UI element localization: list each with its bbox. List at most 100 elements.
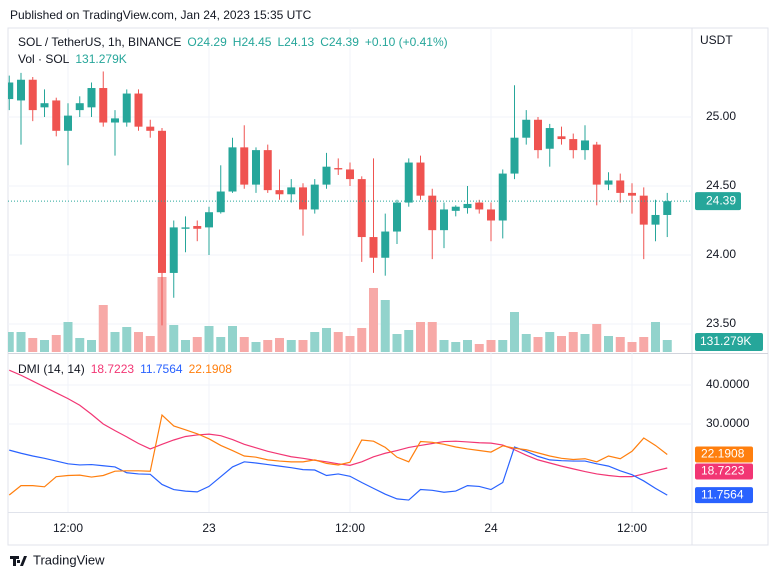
dmi-value: 22.1908 xyxy=(188,362,232,376)
dmi-line xyxy=(8,413,668,496)
candle-body xyxy=(369,237,378,258)
volume-bar xyxy=(427,322,437,352)
volume-bar xyxy=(63,322,73,352)
candle-body xyxy=(592,144,601,185)
candle-body xyxy=(111,118,119,123)
brand-name: TradingView xyxy=(33,552,105,567)
dmi-title: DMI (14, 14) xyxy=(18,362,85,376)
ohlc-value: +0.10 (+0.41%) xyxy=(364,35,448,49)
volume-bar xyxy=(521,334,531,352)
volume-bar xyxy=(181,339,190,352)
dmi-badge-label: 22.1908 xyxy=(701,447,745,461)
candle-body xyxy=(381,231,390,258)
volume-bar xyxy=(28,337,38,352)
candle-body xyxy=(216,191,225,213)
x-tick-label: 12:00 xyxy=(335,521,365,535)
volume-bar xyxy=(110,332,120,352)
candle-body xyxy=(357,179,366,238)
volume-bar xyxy=(298,339,308,352)
y-tick-label: 24.00 xyxy=(706,247,736,261)
volume-bar xyxy=(651,322,660,352)
x-tick-label: 24 xyxy=(484,521,498,535)
ohlc-value: H24.45 xyxy=(232,35,272,49)
candle-body xyxy=(404,162,413,203)
volume-bar xyxy=(486,339,496,352)
dmi-badge-label: 11.7564 xyxy=(701,487,744,501)
symbol-title: SOL / TetherUS, 1h, BINANCE xyxy=(18,35,182,49)
candle-body xyxy=(99,88,108,123)
volume-bar xyxy=(592,324,602,352)
volume-bar xyxy=(286,339,296,352)
volume-bar xyxy=(580,334,590,352)
volume-bar xyxy=(134,332,143,352)
candle-body xyxy=(158,130,166,273)
volume-bar xyxy=(145,336,155,352)
volume-bar xyxy=(615,337,625,352)
volume-bar xyxy=(533,337,543,352)
volume-bar xyxy=(8,332,14,352)
volume-bar xyxy=(192,337,202,352)
candle-body xyxy=(134,93,143,127)
plot-area xyxy=(8,28,692,512)
volume-bar xyxy=(228,326,237,352)
volume-bar xyxy=(498,339,508,352)
volume-bar xyxy=(568,332,578,352)
dmi-value: 11.7564 xyxy=(140,362,183,376)
volume-bar xyxy=(639,337,649,352)
volume-bar xyxy=(345,336,355,352)
candle-body xyxy=(169,227,178,273)
volume-bar xyxy=(333,332,343,352)
volume-bar xyxy=(357,327,367,352)
candle-body xyxy=(334,168,343,170)
candle-body xyxy=(498,173,507,221)
candle-body xyxy=(581,140,589,151)
y-tick-label: 30.0000 xyxy=(706,416,750,430)
volume-legend: Vol · SOL 131.279K xyxy=(18,52,127,66)
candle-body xyxy=(40,103,49,108)
candle-body xyxy=(205,212,213,228)
candle-body xyxy=(75,103,84,111)
candle-body xyxy=(663,201,672,215)
candle-body xyxy=(252,150,260,185)
volume-bar xyxy=(627,342,637,352)
symbol-legend: SOL / TetherUS, 1h, BINANCE O24.29 H24.45… xyxy=(18,35,448,49)
y-tick-label: 40.0000 xyxy=(706,377,750,391)
volume-bar xyxy=(439,339,449,352)
candle-body xyxy=(299,187,307,210)
volume-bar xyxy=(51,334,61,352)
volume-bar xyxy=(122,327,132,352)
volume-bar xyxy=(474,344,484,352)
volume-bar xyxy=(310,332,320,352)
candle-body xyxy=(393,202,401,232)
candle-body xyxy=(87,88,96,108)
candle-body xyxy=(451,206,460,211)
candle-body xyxy=(52,100,61,131)
candle-body xyxy=(487,209,495,221)
candle-body xyxy=(428,195,437,231)
candle-body xyxy=(275,190,284,195)
frame xyxy=(7,27,769,546)
volume-value: 131.279K xyxy=(75,52,127,66)
volume-bar xyxy=(604,336,613,352)
candle-body xyxy=(240,147,249,185)
last-price-badge xyxy=(695,192,741,211)
volume-bar xyxy=(216,337,226,352)
candle-body xyxy=(416,162,425,196)
candle-body xyxy=(604,180,613,185)
volume-bar xyxy=(169,324,179,352)
published-note: Published on TradingView.com, Jan 24, 20… xyxy=(10,8,312,22)
volume-bar xyxy=(557,336,566,352)
candle-body xyxy=(628,192,636,196)
volume-badge xyxy=(695,333,763,352)
volume-bar xyxy=(239,337,249,352)
volume-name: Vol · SOL xyxy=(18,52,70,66)
volume-bar xyxy=(662,340,672,352)
ohlc-value: C24.39 xyxy=(320,35,359,49)
dmi-badge xyxy=(695,463,753,480)
y-tick-label: 24.50 xyxy=(706,178,736,192)
candle-body xyxy=(475,202,484,210)
candle-body xyxy=(287,187,296,195)
candle-body xyxy=(545,128,554,149)
x-tick-label: 12:00 xyxy=(617,521,647,535)
